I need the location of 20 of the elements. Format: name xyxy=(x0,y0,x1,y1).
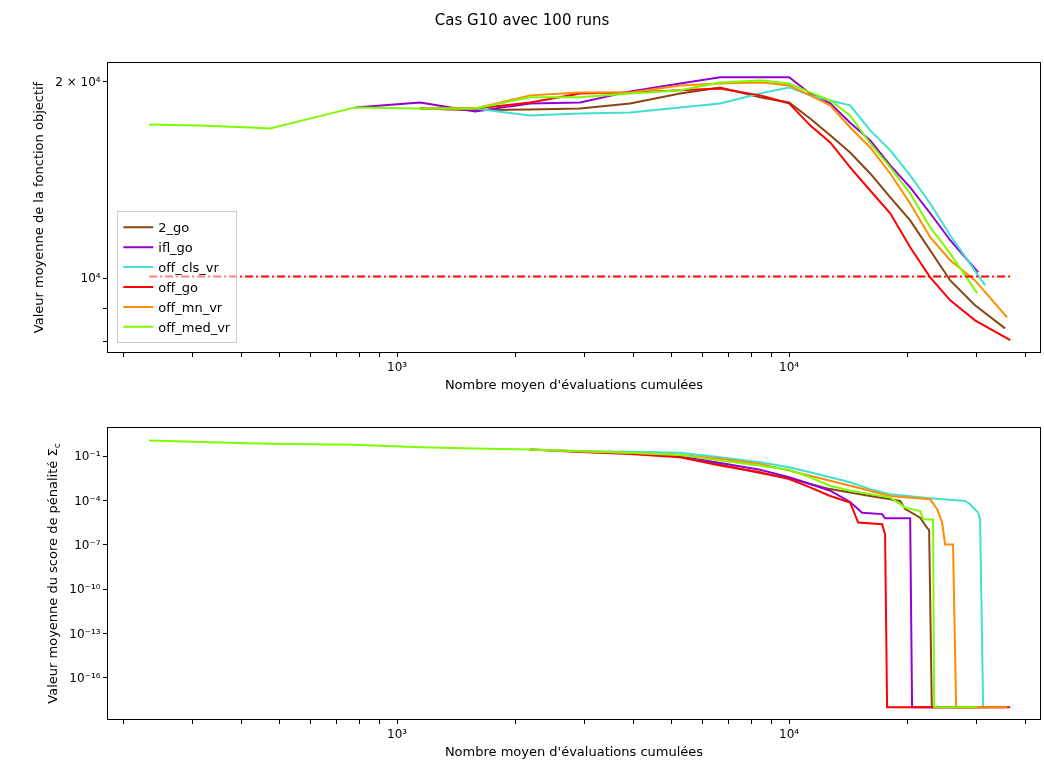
legend-label: off_go xyxy=(158,280,198,296)
y-tick-label: 10⁻¹ xyxy=(74,449,101,464)
x-axis-title: Nombre moyen d'évaluations cumulées xyxy=(444,377,704,392)
legend-label: 2_go xyxy=(158,220,190,236)
legend-label: ifl_go xyxy=(158,240,193,256)
y-tick-label: 10⁻¹³ xyxy=(69,626,101,641)
legend-label: off_mn_vr xyxy=(158,299,223,315)
x-axis-title: Nombre moyen d'évaluations cumulées xyxy=(444,744,704,759)
x-tick-label: 10³ xyxy=(387,727,408,742)
legend-label: off_cls_vr xyxy=(158,260,220,276)
legend-label: off_med_vr xyxy=(158,319,231,335)
y-axis-title: Valeur moyenne de la fonction objectif xyxy=(31,81,47,334)
y-tick-label: 2 × 10⁴ xyxy=(55,74,101,89)
x-tick-label: 10³ xyxy=(387,360,408,375)
y-tick-label: 10⁻⁷ xyxy=(74,537,101,552)
y-tick-label: 10⁻¹⁰ xyxy=(69,582,101,597)
y-tick-label: 10⁻⁴ xyxy=(74,493,101,508)
chart-title: Cas G10 avec 100 runs xyxy=(434,11,610,30)
y-tick-label: 10⁴ xyxy=(80,271,101,286)
y-tick-label: 10⁻¹⁶ xyxy=(69,670,101,685)
